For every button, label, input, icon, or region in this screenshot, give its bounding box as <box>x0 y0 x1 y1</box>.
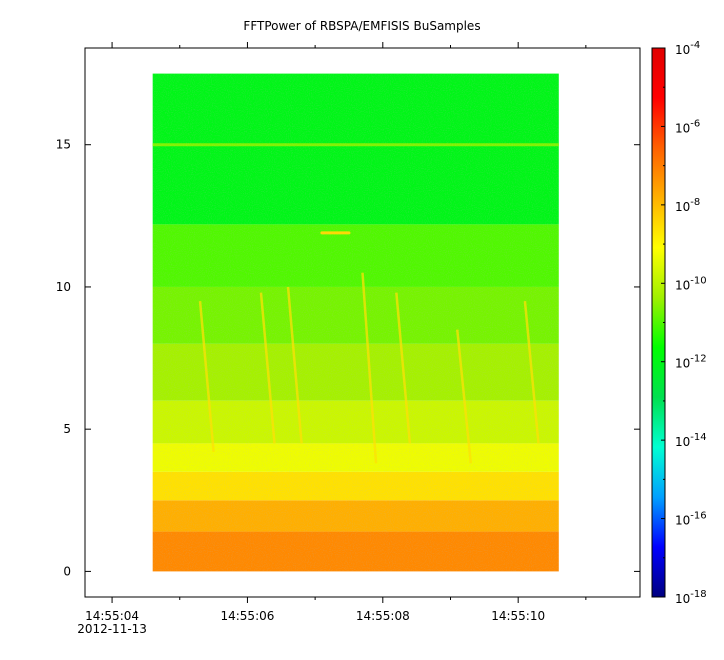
colorbar-tick-label: 10-14 <box>675 432 707 449</box>
y-axis: 0 5 10 15 <box>56 138 640 578</box>
colorbar-tick-label: 10-10 <box>675 275 707 292</box>
x-axis-tick-label: 14:55:10 <box>491 609 545 623</box>
x-axis-date-label: 2012-11-13 <box>77 622 147 636</box>
colorbar: 10-4 10-6 10-8 10-10 10-12 10-14 10-16 10-18 <box>651 40 707 606</box>
spectrogram-image <box>152 73 559 572</box>
y-axis-tick-label: 10 <box>56 280 71 294</box>
x-axis-tick-label: 14:55:04 <box>85 609 139 623</box>
x-axis-tick-label: 14:55:06 <box>220 609 274 623</box>
colorbar-tick-label: 10-18 <box>675 589 707 606</box>
x-axis-tick-label: 14:55:08 <box>356 609 410 623</box>
spectrogram-noise <box>152 73 559 572</box>
y-axis-tick-label: 15 <box>56 138 71 152</box>
colorbar-tick-label: 10-4 <box>675 40 700 57</box>
y-axis-tick-label: 5 <box>63 422 71 436</box>
colorbar-tick-label: 10-8 <box>675 197 700 214</box>
x-axis: 14:55:04 14:55:06 14:55:08 14:55:10 <box>85 42 587 623</box>
chart-title: FFTPower of RBSPA/EMFISIS BuSamples <box>243 19 480 33</box>
y-axis-tick-label: 0 <box>63 564 71 578</box>
colorbar-tick-label: 10-12 <box>675 354 707 371</box>
colorbar-tick-label: 10-16 <box>675 511 707 528</box>
colorbar-tick-label: 10-6 <box>675 118 700 135</box>
